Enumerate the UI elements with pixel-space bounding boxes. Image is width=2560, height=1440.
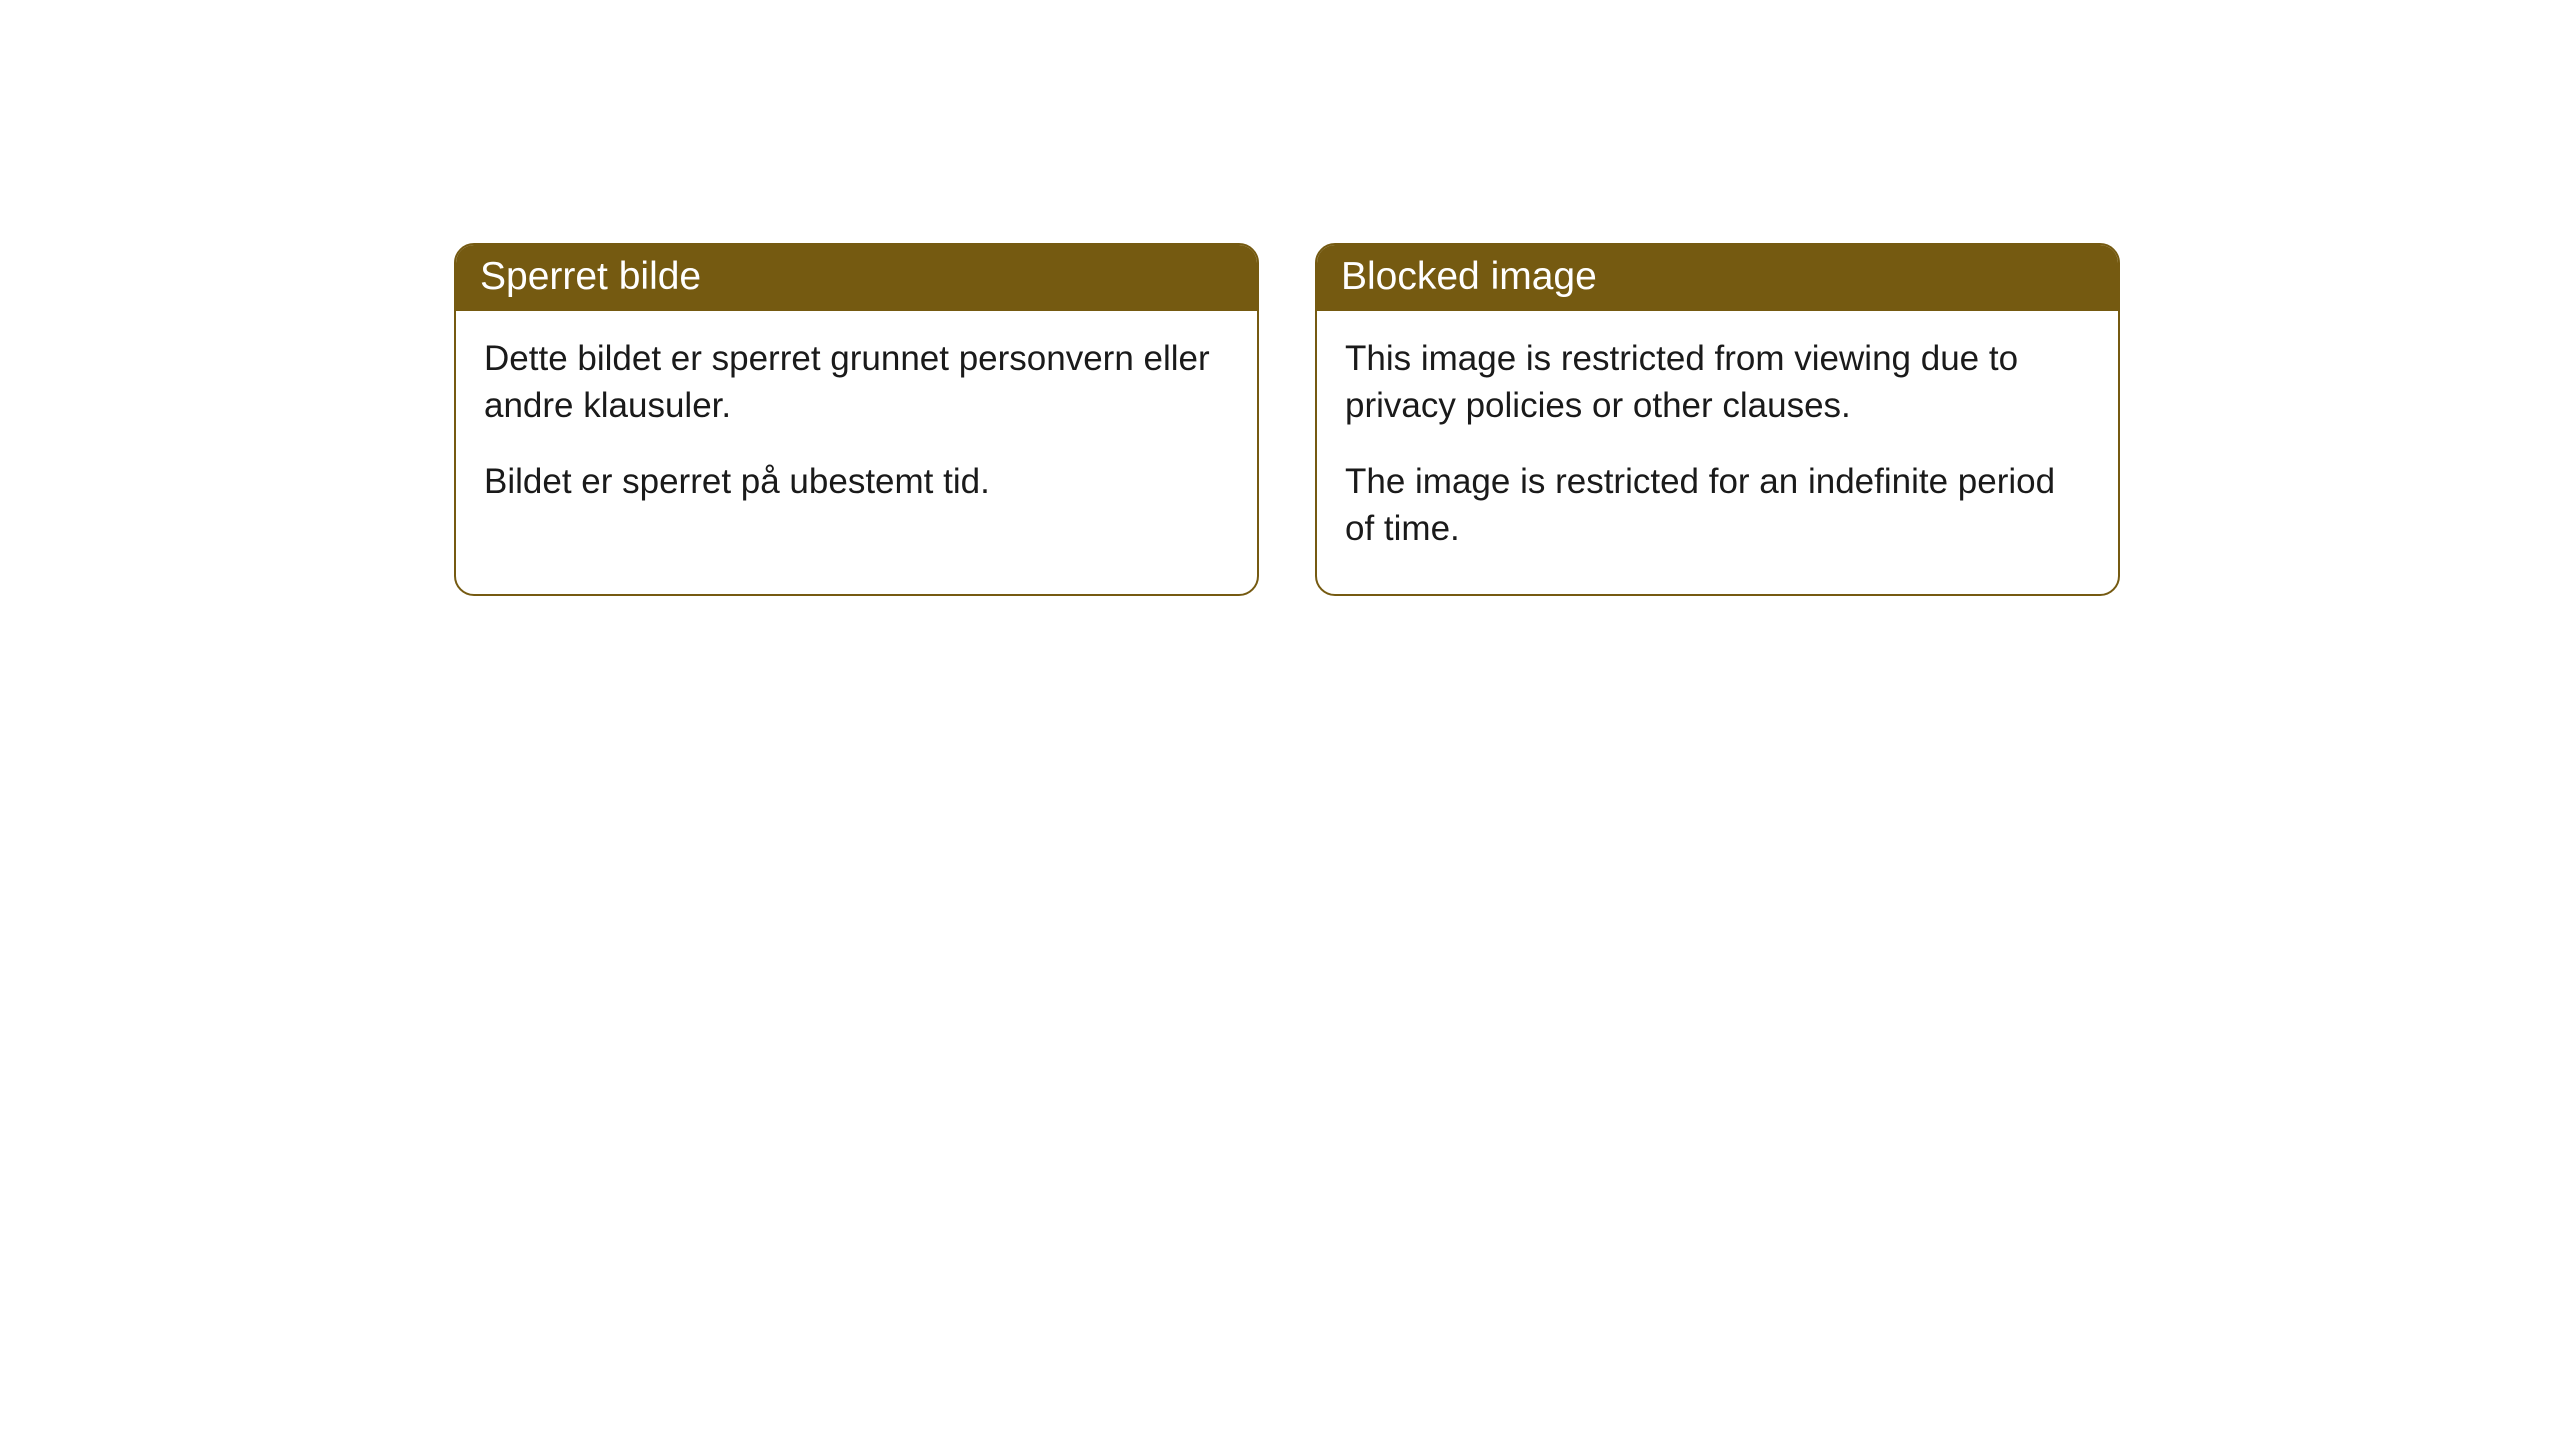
notice-card-norwegian: Sperret bilde Dette bildet er sperret gr… bbox=[454, 243, 1259, 596]
card-title: Sperret bilde bbox=[480, 255, 701, 298]
notice-card-english: Blocked image This image is restricted f… bbox=[1315, 243, 2120, 596]
card-body: This image is restricted from viewing du… bbox=[1317, 311, 2118, 594]
card-header: Blocked image bbox=[1317, 245, 2118, 311]
card-paragraph: This image is restricted from viewing du… bbox=[1345, 335, 2090, 430]
card-header: Sperret bilde bbox=[456, 245, 1257, 311]
card-body: Dette bildet er sperret grunnet personve… bbox=[456, 311, 1257, 547]
card-paragraph: Dette bildet er sperret grunnet personve… bbox=[484, 335, 1229, 430]
card-paragraph: Bildet er sperret på ubestemt tid. bbox=[484, 458, 1229, 505]
card-title: Blocked image bbox=[1341, 255, 1597, 298]
card-paragraph: The image is restricted for an indefinit… bbox=[1345, 458, 2090, 553]
notice-cards-container: Sperret bilde Dette bildet er sperret gr… bbox=[454, 243, 2120, 596]
